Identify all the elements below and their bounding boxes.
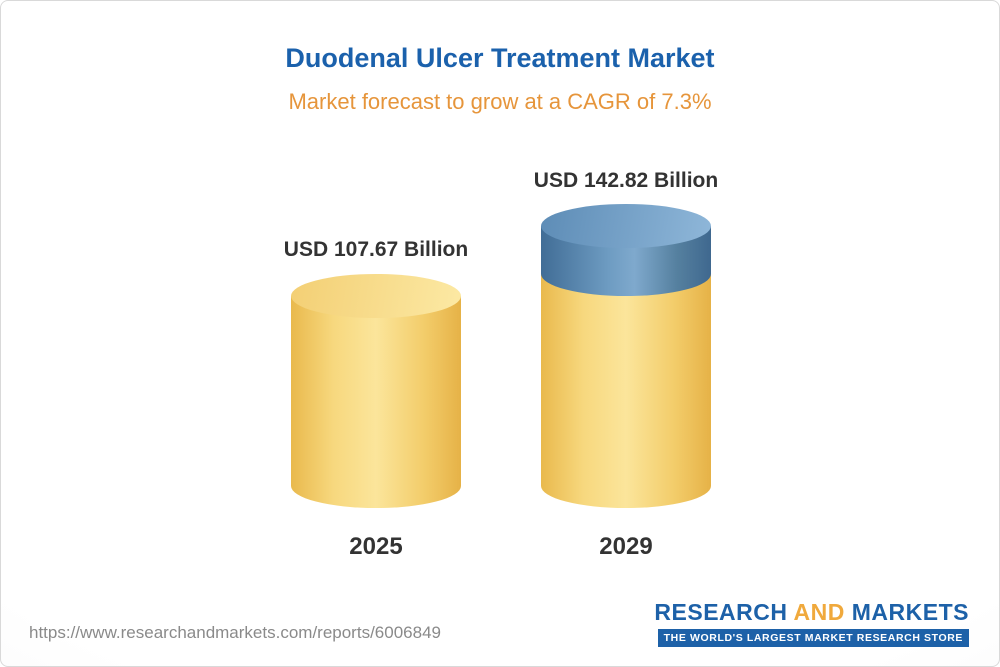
logo-word-research: RESEARCH [654,599,788,625]
bar-2029-base-segment-body [541,274,711,508]
report-url-link[interactable]: https://www.researchandmarkets.com/repor… [29,623,441,642]
chart-title: Duodenal Ulcer Treatment Market [285,43,715,73]
research-and-markets-logo: RESEARCH AND MARKETS THE WORLD'S LARGEST… [654,599,969,647]
bar-2025-cylinder-top [291,274,461,318]
bar-2029-category-label: 2029 [599,533,653,560]
chart-subtitle: Market forecast to grow at a CAGR of 7.3… [288,89,712,114]
logo-word-markets: MARKETS [851,599,969,625]
bar-2029-value-label: USD 142.82 Billion [533,169,719,192]
bar-2025-cylinder-body [291,296,461,508]
logo-tagline: THE WORLD'S LARGEST MARKET RESEARCH STOR… [657,629,969,647]
logo-word-and: AND [793,599,845,625]
logo-wordmark: RESEARCH AND MARKETS [654,599,969,626]
bar-2025-value-label: USD 107.67 Billion [283,238,469,261]
bar-2029-growth-segment-top [541,204,711,248]
bar-2025-category-label: 2025 [349,533,403,560]
